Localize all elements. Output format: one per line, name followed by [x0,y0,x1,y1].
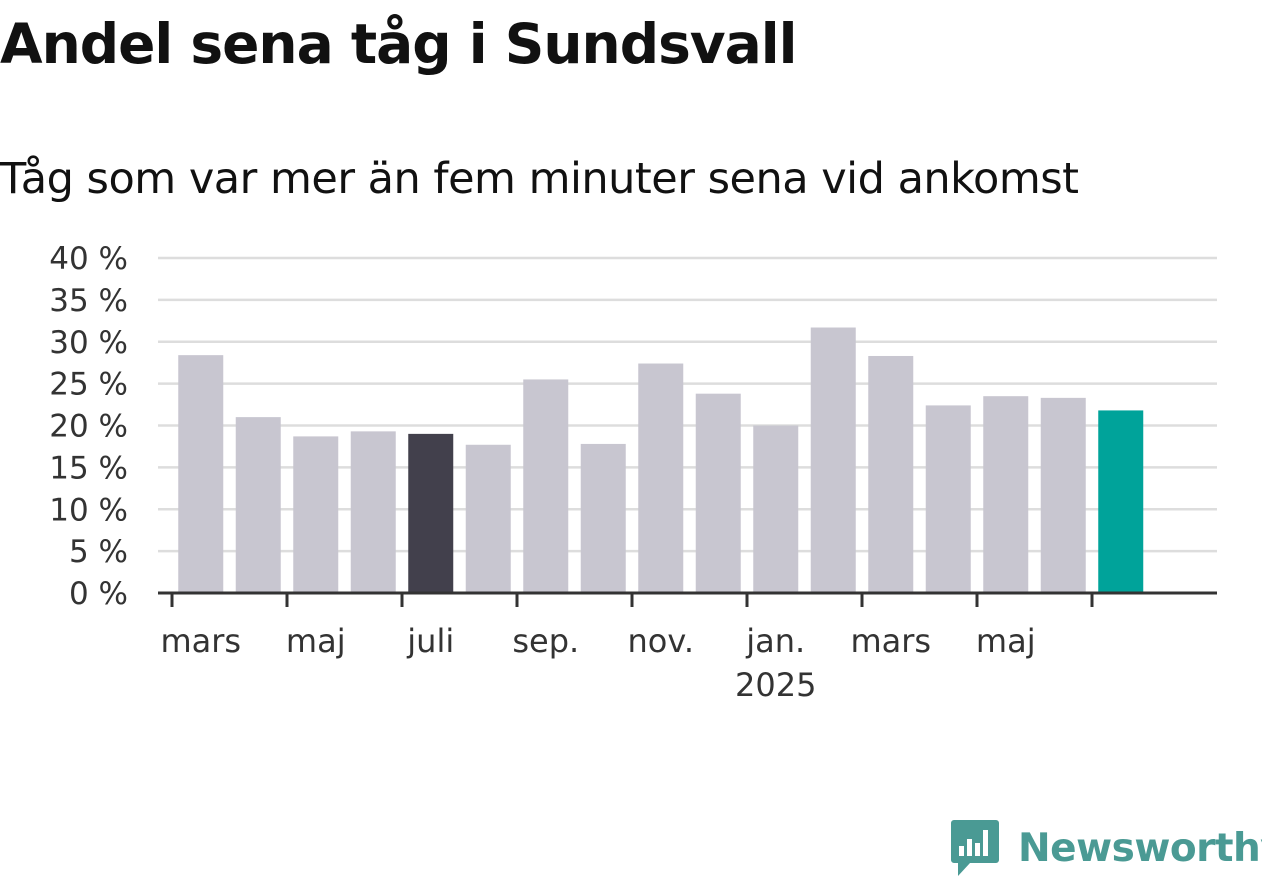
y-tick-label: 10 % [49,492,128,528]
bar [465,444,511,593]
y-tick-label: 5 % [69,534,128,570]
y-tick-label: 30 % [49,325,128,361]
bars [178,327,1144,593]
brand-name: Newsworthy [1018,825,1262,871]
y-tick-label: 35 % [49,283,128,319]
x-tick-label: maj [286,622,346,660]
bar [983,396,1029,593]
x-tick-label: mars [850,622,931,660]
grid-lines [158,256,1217,553]
bar [638,363,684,593]
x-tick-label: nov. [628,622,694,660]
bar [868,355,914,593]
bar [1098,410,1144,593]
bar [350,431,396,593]
y-axis-tick-labels: 0 % 5 % 10 % 15 % 20 % 25 % 30 % 35 % 40 % [49,241,128,612]
bar [695,393,741,593]
x-tick-label: sep. [512,622,579,660]
x-axis-tick-labels: mars maj juli sep. nov. jan. 2025 mars maj [160,622,1035,704]
bar [523,379,569,593]
y-tick-label: 25 % [49,367,128,403]
y-tick-label: 15 % [49,450,128,486]
x-tick-year-label: 2025 [735,666,816,704]
bar [408,433,454,593]
x-tick-label: mars [160,622,241,660]
chart-title: Andel sena tåg i Sundsvall [0,12,797,76]
x-tick-label: juli [406,622,454,660]
bar [1040,397,1086,593]
y-tick-label: 40 % [49,241,128,277]
bar [235,417,281,593]
bar [810,327,856,593]
y-tick-label: 20 % [49,409,128,445]
bar [925,405,971,593]
x-tick-label: jan. [745,622,805,660]
brand-logo: Newsworthy [950,818,1262,878]
y-tick-label: 0 % [69,576,128,612]
bar [753,425,799,593]
chart-subtitle: Tåg som var mer än fem minuter sena vid … [0,154,1079,204]
x-tick-label: maj [976,622,1036,660]
bar [178,355,224,593]
bar [293,436,339,593]
bar-chart-badge-icon [951,820,999,876]
x-axis [158,591,1217,607]
bar [580,443,626,593]
